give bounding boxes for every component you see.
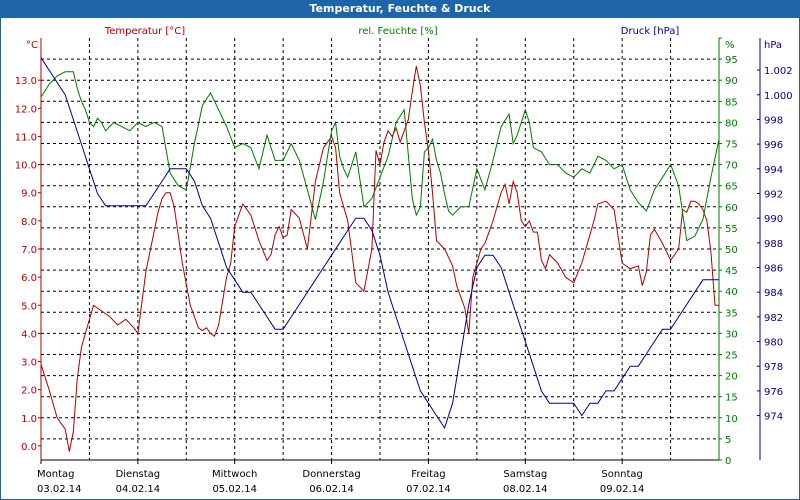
day-label: Montag (37, 469, 74, 480)
legend: Temperatur [°C] rel. Feuchte [%] Druck [hP… (104, 26, 680, 37)
temperature-tick-label: 5.0 (21, 301, 37, 312)
pressure-tick-label: 990 (764, 214, 783, 225)
pressure-unit: hPa (764, 40, 782, 51)
humidity-tick-label: 30 (725, 329, 738, 340)
ticks: 0.0 1.0 2.0 3.0 4.0 5.0 6.0 7.0 8.0 9.0 10.0 11.0 12… (15, 37, 793, 495)
day-label: Donnerstag (302, 469, 360, 480)
pressure-tick-label: 994 (764, 165, 783, 176)
temperature-tick-label: 8.0 (21, 217, 37, 228)
temperature-tick-label: 13.0 (15, 76, 37, 87)
pressure-tick-label: 996 (764, 140, 783, 151)
temperature-tick-label: 2.0 (21, 386, 37, 397)
humidity-line (40, 71, 720, 242)
humidity-tick-label: 85 (725, 97, 738, 108)
day-label: Freitag (411, 469, 445, 480)
pressure-tick-label: 992 (764, 189, 783, 200)
humidity-tick-label: 80 (725, 118, 738, 129)
date-label: 09.02.14 (600, 484, 645, 495)
legend-pressure: Druck [hPa] (621, 26, 680, 37)
axes (40, 38, 761, 461)
temperature-tick-label: 1.0 (21, 414, 37, 425)
date-label: 08.02.14 (503, 484, 548, 495)
humidity-tick-label: 55 (725, 224, 738, 235)
temperature-tick-label: 6.0 (21, 273, 37, 284)
pressure-line (40, 57, 719, 430)
humidity-tick-label: 60 (725, 203, 738, 214)
temperature-unit: °C (26, 40, 38, 51)
day-label: Mittwoch (212, 469, 257, 480)
date-label: 05.02.14 (212, 484, 257, 495)
humidity-tick-label: 10 (725, 414, 738, 425)
humidity-tick-label: 90 (725, 76, 738, 87)
temperature-tick-label: 11.0 (15, 132, 37, 143)
pressure-tick-label: 974 (764, 412, 783, 423)
day-label: Samstag (503, 469, 547, 480)
legend-temperature: Temperatur [°C] (104, 26, 185, 37)
humidity-unit: % (725, 40, 735, 51)
pressure-tick-label: 978 (764, 362, 783, 373)
temperature-tick-label: 0.0 (21, 442, 37, 453)
temperature-line (40, 65, 719, 452)
day-label: Dienstag (116, 469, 161, 480)
humidity-tick-label: 65 (725, 182, 738, 193)
humidity-tick-label: 20 (725, 372, 738, 383)
temperature-tick-label: 7.0 (21, 245, 37, 256)
date-label: 07.02.14 (406, 484, 451, 495)
humidity-tick-label: 50 (725, 245, 738, 256)
temperature-tick-label: 4.0 (21, 329, 37, 340)
temperature-tick-label: 3.0 (21, 358, 37, 369)
humidity-tick-label: 5 (725, 435, 731, 446)
pressure-tick-label: 1.000 (764, 91, 793, 102)
pressure-tick-label: 998 (764, 115, 783, 126)
pressure-tick-label: 980 (764, 338, 783, 349)
humidity-tick-label: 45 (725, 266, 738, 277)
pressure-tick-label: 976 (764, 387, 783, 398)
day-label: Sonntag (601, 469, 643, 480)
humidity-tick-label: 75 (725, 140, 738, 151)
date-label: 06.02.14 (309, 484, 354, 495)
pressure-tick-label: 986 (764, 264, 783, 275)
humidity-tick-label: 70 (725, 161, 738, 172)
date-label: 03.02.14 (37, 484, 82, 495)
temperature-tick-label: 10.0 (15, 161, 37, 172)
pressure-tick-label: 988 (764, 239, 783, 250)
chart-title: Temperatur, Feuchte & Druck (0, 0, 800, 18)
pressure-tick-label: 982 (764, 313, 783, 324)
date-label: 04.02.14 (116, 484, 161, 495)
legend-humidity: rel. Feuchte [%] (358, 26, 437, 37)
series-lines (40, 57, 720, 452)
humidity-tick-label: 25 (725, 351, 738, 362)
pressure-tick-label: 984 (764, 288, 783, 299)
grid (41, 38, 719, 460)
humidity-tick-label: 40 (725, 287, 738, 298)
humidity-tick-label: 35 (725, 308, 738, 319)
humidity-tick-label: 95 (725, 55, 738, 66)
temperature-tick-label: 12.0 (15, 104, 37, 115)
temperature-tick-label: 9.0 (21, 189, 37, 200)
pressure-tick-label: 1.002 (764, 66, 793, 77)
humidity-tick-label: 15 (725, 393, 738, 404)
humidity-tick-label: 0 (725, 456, 731, 467)
